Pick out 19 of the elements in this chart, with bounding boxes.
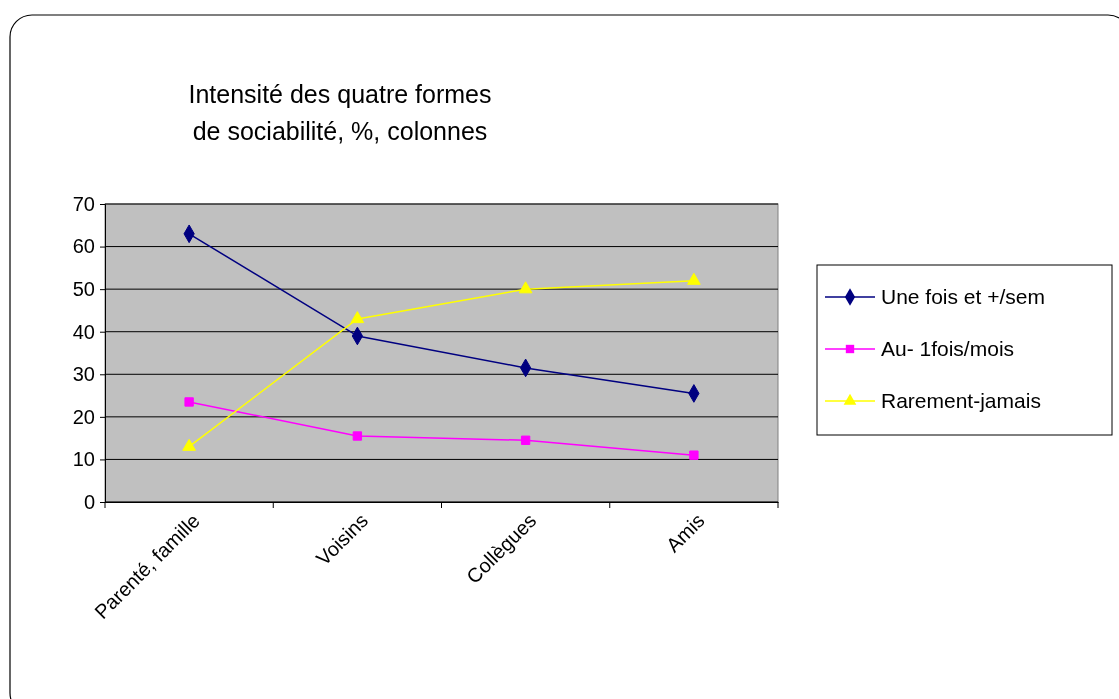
legend-label: Une fois et +/sem (881, 285, 1045, 308)
legend-label: Rarement-jamais (881, 389, 1041, 412)
y-tick-label: 50 (72, 278, 95, 301)
y-tick-label: 0 (83, 490, 95, 513)
y-tick-label: 20 (72, 405, 95, 428)
point (687, 272, 701, 285)
y-tick-label: 70 (72, 192, 95, 215)
y-tick-label: 10 (72, 448, 95, 471)
chart-title: Intensité des quatre formes de sociabilité, %, colonnes (188, 80, 492, 145)
point (352, 431, 363, 441)
y-tick-label: 30 (72, 363, 95, 386)
point (689, 450, 699, 460)
point (518, 281, 533, 294)
point (520, 435, 531, 445)
point (350, 311, 365, 324)
legend-label: Au- 1fois/mois (881, 337, 1015, 360)
y-tick-label: 40 (72, 320, 95, 343)
point (184, 397, 194, 407)
y-tick-label: 60 (72, 235, 95, 258)
